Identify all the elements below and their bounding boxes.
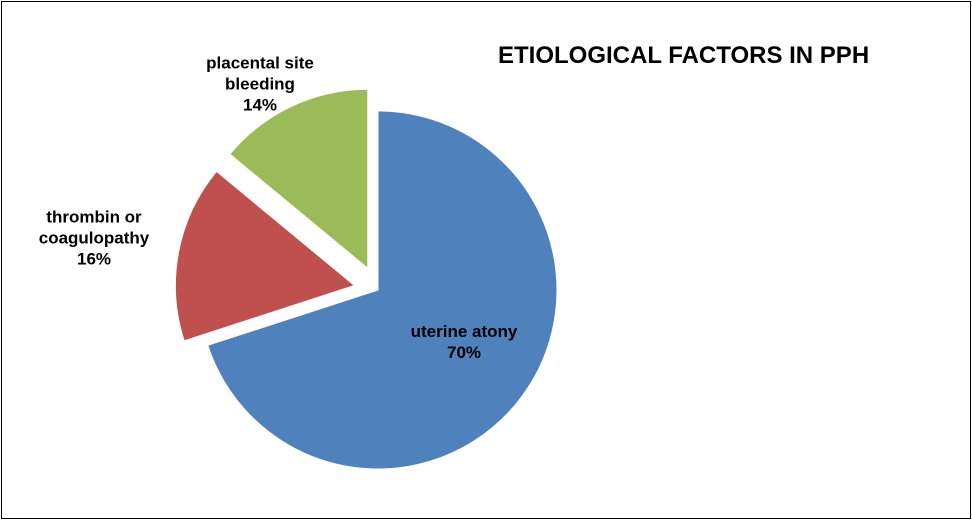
slice-percent: 14% <box>242 95 278 115</box>
data-label: thrombin or coagulopathy 16% <box>14 207 174 270</box>
pie-slice <box>174 170 356 342</box>
pie-slice <box>229 88 369 270</box>
data-label: placental site bleeding 14% <box>175 53 345 116</box>
slice-name: thrombin or coagulopathy <box>38 207 150 248</box>
slice-name: placental site bleeding <box>206 53 314 94</box>
slice-percent: 70% <box>446 343 482 362</box>
slice-percent: 16% <box>76 249 112 269</box>
pie-slice <box>207 110 558 470</box>
data-label: uterine atony 70% <box>364 321 564 363</box>
slice-name: uterine atony <box>410 322 518 341</box>
chart-title: ETIOLOGICAL FACTORS IN PPH <box>498 42 870 69</box>
